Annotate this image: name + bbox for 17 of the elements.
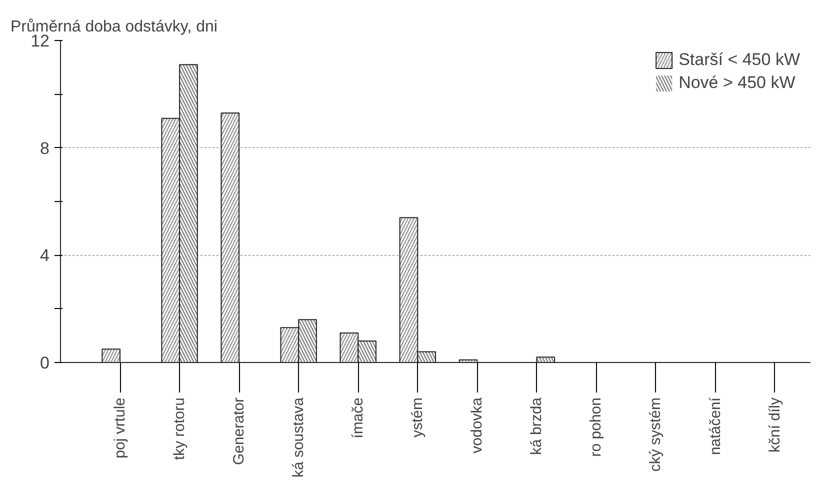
legend-label: Starší < 450 kW	[678, 50, 800, 70]
x-tick-label: kční díly	[766, 397, 784, 453]
x-tick-label: vodovka	[468, 396, 486, 454]
x-tick-label: ro pohon	[588, 398, 605, 457]
y-tick-label: 8	[40, 138, 50, 158]
x-tick-label: natáčení	[706, 396, 724, 456]
x-tick-label: ká soustava	[290, 396, 308, 478]
legend-label: Nové > 450 kW	[678, 73, 796, 93]
x-tick-label: ká brzda	[528, 396, 546, 456]
x-tick-label: Generator	[230, 397, 248, 466]
x-tick-label: cký systém	[647, 397, 664, 472]
x-tick-label: ystém	[409, 397, 426, 438]
y-tick-label: 4	[40, 246, 50, 266]
x-tick-label: poj vrtule	[112, 397, 129, 458]
x-tick-label: ímače	[350, 397, 367, 438]
x-tick-label: tky rotoru	[171, 397, 188, 460]
y-tick-label: 0	[40, 354, 50, 372]
